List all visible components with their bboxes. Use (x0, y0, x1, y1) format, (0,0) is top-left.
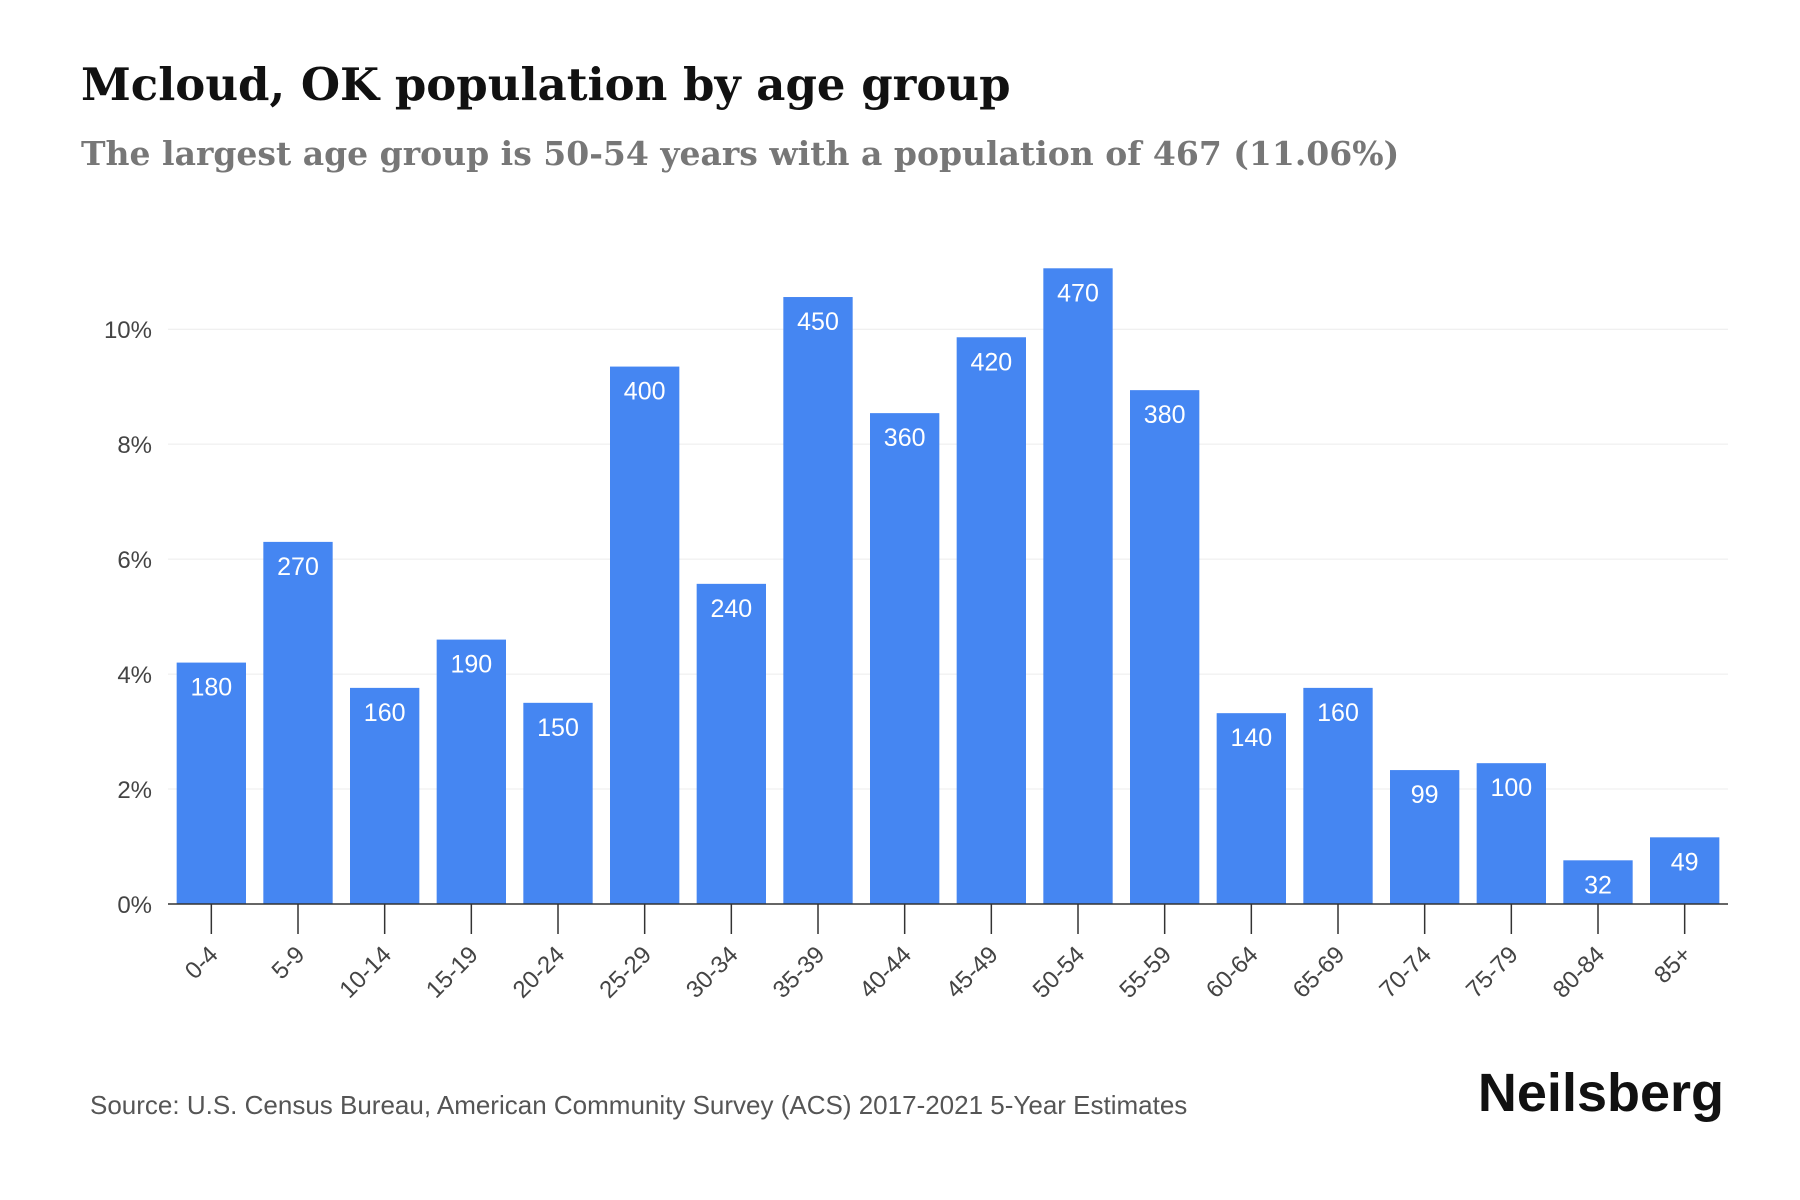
bar (1130, 390, 1200, 904)
y-tick-label: 2% (117, 777, 152, 804)
brand-logo: Neilsberg (1477, 1063, 1724, 1123)
x-tick-label: 45-49 (941, 941, 1004, 1004)
bar-value-label: 270 (277, 553, 319, 581)
bar-value-label: 160 (1317, 699, 1359, 727)
bar (1650, 837, 1720, 904)
bar (1390, 770, 1460, 904)
bar-value-label: 32 (1584, 871, 1612, 899)
x-tick-label: 70-74 (1374, 941, 1437, 1004)
x-tick-label: 85+ (1649, 941, 1697, 989)
chart-subtitle: The largest age group is 50-54 years wit… (81, 134, 1400, 173)
x-tick-label: 65-69 (1288, 941, 1351, 1004)
chart-title: Mcloud, OK population by age group (81, 58, 1011, 111)
bar (1216, 713, 1286, 904)
x-tick-label: 50-54 (1028, 941, 1091, 1004)
bar (1476, 763, 1546, 904)
bar-value-label: 180 (190, 674, 232, 702)
x-tick-label: 75-79 (1461, 941, 1524, 1004)
x-tick-label: 60-64 (1201, 941, 1264, 1004)
x-tick-label: 40-44 (854, 941, 917, 1004)
x-tick-label: 35-39 (768, 941, 831, 1004)
bar (523, 702, 593, 904)
x-tick-label: 80-84 (1548, 941, 1611, 1004)
bar (956, 337, 1026, 904)
bar-value-label: 160 (364, 699, 406, 727)
x-tick-label: 55-59 (1114, 941, 1177, 1004)
bar-value-label: 100 (1490, 774, 1532, 802)
bar-value-label: 140 (1230, 724, 1272, 752)
bar (436, 639, 506, 904)
bar-value-label: 400 (624, 378, 666, 406)
bar-value-label: 380 (1144, 401, 1186, 429)
bar-value-label: 450 (797, 308, 839, 336)
bar-value-label: 420 (970, 348, 1012, 376)
bar-value-label: 470 (1057, 279, 1099, 307)
bar (176, 662, 246, 904)
y-tick-label: 4% (117, 662, 152, 689)
x-tick-label: 15-19 (421, 941, 484, 1004)
y-tick-label: 10% (104, 317, 152, 344)
bar-value-label: 150 (537, 714, 579, 742)
bar (870, 413, 940, 904)
bar-value-label: 360 (884, 424, 926, 452)
x-tick-label: 0-4 (180, 941, 224, 985)
bar (1043, 268, 1113, 905)
x-tick-label: 10-14 (334, 941, 397, 1004)
bar (610, 366, 680, 904)
bar (350, 687, 420, 904)
x-tick-label: 25-29 (594, 941, 657, 1004)
bar-value-label: 99 (1411, 781, 1439, 809)
source-note: Source: U.S. Census Bureau, American Com… (90, 1090, 1188, 1120)
bar-value-label: 49 (1671, 848, 1699, 876)
y-tick-label: 8% (117, 432, 152, 459)
x-tick-label: 30-34 (681, 941, 744, 1004)
bar (696, 583, 766, 904)
bar-value-label: 240 (710, 595, 752, 623)
bar (783, 297, 853, 905)
x-tick-label: 20-24 (508, 941, 571, 1004)
bar (1563, 860, 1633, 904)
y-tick-label: 0% (117, 892, 152, 919)
bar (1303, 687, 1373, 904)
bar-value-label: 190 (450, 651, 492, 679)
y-tick-label: 6% (117, 547, 152, 574)
bar (263, 541, 333, 904)
x-tick-label: 5-9 (267, 941, 311, 985)
